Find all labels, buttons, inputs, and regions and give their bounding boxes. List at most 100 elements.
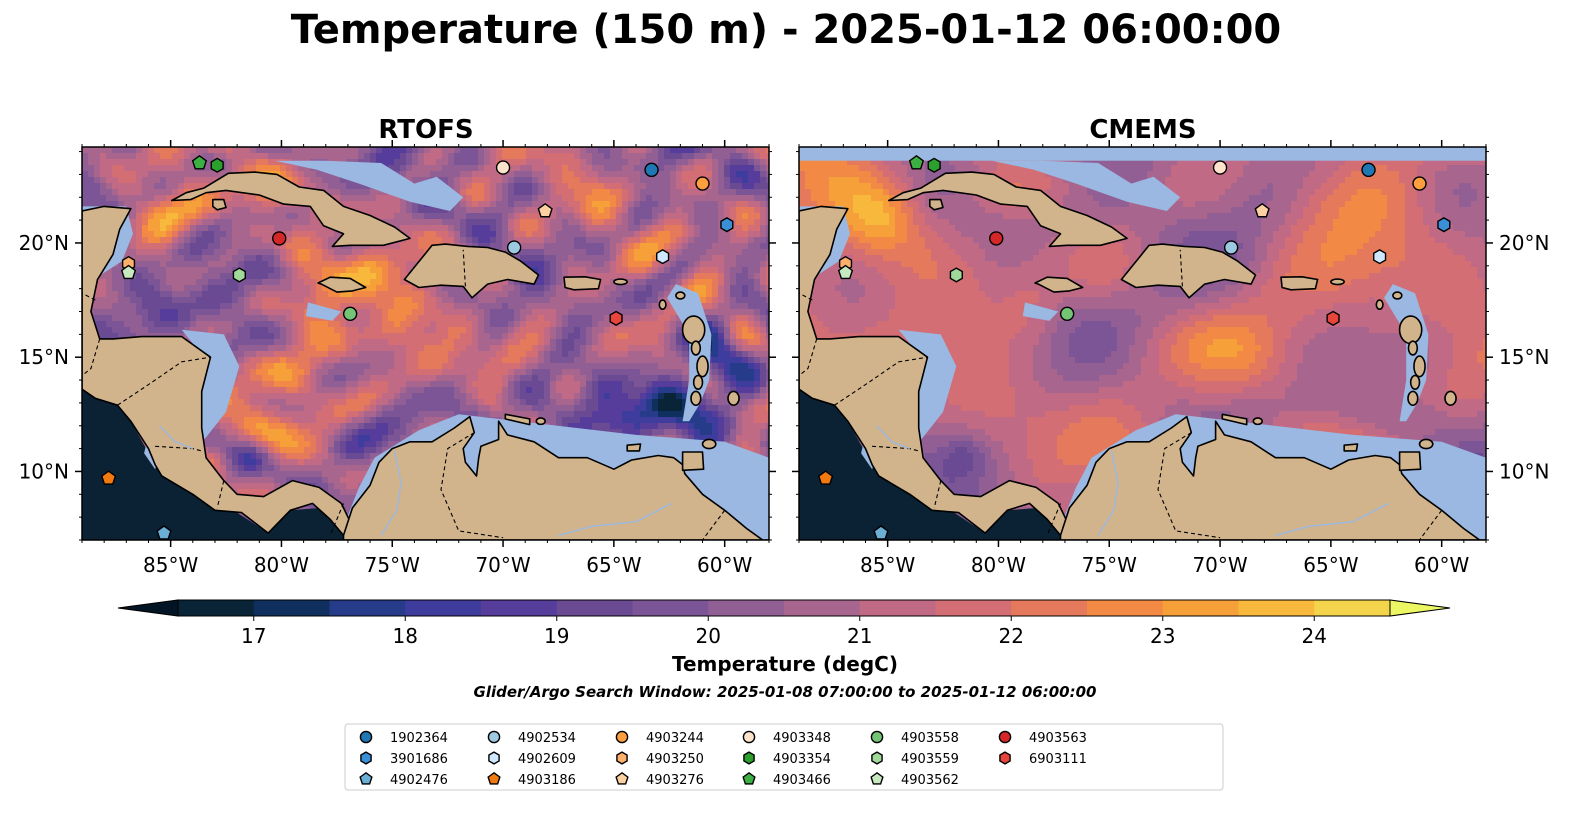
colorbar-over-arrow [1389, 599, 1451, 617]
legend-item: 4903244 [615, 730, 704, 746]
colorbar-label: Temperature (degC) [672, 652, 898, 676]
colorbar-tick-label: 21 [847, 624, 872, 648]
lon-tick-label: 85°W [860, 553, 915, 577]
legend-label: 4903559 [901, 752, 959, 767]
legend-label: 3901686 [390, 752, 448, 767]
legend-label: 4902609 [518, 752, 576, 767]
legend-marker-4903244 [615, 730, 629, 744]
float-marker-4903563 [272, 231, 287, 246]
axis-ticks-rtofs [75, 140, 776, 547]
float-marker-4903562 [837, 264, 854, 280]
colorbar-segment [405, 600, 482, 616]
colorbar-segment [708, 600, 785, 616]
map-panel-rtofs: 85°W 80°W 75°W 70°W 65°W 60°W 10°N 15°N 20°N [19, 140, 776, 577]
legend-marker-4903558 [870, 730, 884, 744]
legend-item: 4903559 [871, 751, 959, 767]
legend: 1902364 3901686 4902476 4902534 4902609 49031… [344, 723, 1224, 791]
float-marker-4903466 [191, 154, 208, 170]
colorbar-segment [1011, 600, 1088, 616]
legend-marker-3901686 [360, 751, 372, 765]
legend-item: 3901686 [360, 751, 448, 767]
colorbar-segment [632, 600, 709, 616]
legend-label: 4903250 [646, 752, 704, 767]
map-panel-cmems: 85°W 80°W 75°W 70°W 65°W 60°W 10°N 15°N 20°N [792, 140, 1549, 577]
rivers [159, 425, 672, 537]
colorbar-segment [1238, 600, 1315, 616]
legend-label: 4903466 [773, 773, 831, 788]
colorbar-tick-label: 24 [1302, 624, 1327, 648]
float-marker-4903244 [695, 176, 710, 191]
float-marker-4903276 [1254, 202, 1270, 218]
float-marker-4903558 [342, 306, 358, 321]
legend-label: 4903562 [901, 773, 959, 788]
float-marker-4903348 [495, 160, 511, 175]
legend-label: 4902476 [390, 773, 448, 788]
colorbar-segment [178, 600, 255, 616]
colorbar-tick-label: 20 [696, 624, 721, 648]
legend-item: 4903250 [616, 751, 704, 767]
float-marker-4902609 [1373, 249, 1387, 265]
float-marker-3901686 [720, 217, 734, 233]
axis-ticks-cmems [792, 140, 1493, 547]
figure-title: Temperature (150 m) - 2025-01-12 06:00:0… [291, 7, 1282, 53]
legend-item: 4903466 [742, 771, 831, 788]
float-marker-4903186 [100, 470, 117, 485]
search-window-caption: Glider/Argo Search Window: 2025-01-08 07… [474, 683, 1097, 701]
temperature-field-cmems [799, 147, 1486, 540]
float-marker-4903348 [1212, 160, 1228, 175]
colorbar-segment [1162, 600, 1240, 616]
legend-marker-4903354 [743, 751, 755, 765]
lon-tick-label: 65°W [1303, 553, 1358, 577]
lat-tick-label: 10°N [19, 459, 69, 483]
float-marker-4903354 [210, 157, 224, 173]
legend-item: 4903276 [615, 771, 704, 788]
lat-tick-label: 15°N [1499, 345, 1549, 369]
legend-label: 4903244 [646, 731, 704, 746]
panel-frame [81, 146, 770, 541]
legend-marker-4903562 [870, 771, 884, 785]
legend-item: 4902476 [359, 771, 448, 788]
float-marker-4903354 [927, 157, 941, 173]
lon-tick-label: 60°W [1414, 553, 1469, 577]
float-marker-4902476 [873, 525, 889, 540]
lon-tick-label: 80°W [971, 553, 1026, 577]
legend-item: 1902364 [359, 730, 448, 746]
lat-tick-label: 20°N [19, 231, 69, 255]
lat-tick-label: 15°N [19, 345, 69, 369]
legend-label: 4903186 [518, 773, 576, 788]
float-marker-4902609 [656, 249, 670, 265]
legend-item: 4903348 [742, 730, 831, 746]
float-marker-4902534 [506, 240, 522, 255]
lon-tick-label: 60°W [697, 553, 752, 577]
float-marker-1902364 [1361, 162, 1376, 178]
legend-marker-1902364 [359, 730, 373, 744]
legend-item: 4903354 [743, 751, 831, 767]
colorbar-segment [935, 600, 1012, 616]
legend-label: 4903563 [1029, 731, 1087, 746]
colorbar-segment [859, 600, 937, 616]
float-marker-3901686 [1437, 217, 1451, 233]
panel-title-rtofs: RTOFS [378, 115, 473, 145]
colorbar-segment [784, 600, 861, 616]
float-marker-1902364 [644, 162, 659, 178]
legend-item: 4903563 [998, 730, 1087, 746]
legend-item: 6903111 [999, 751, 1087, 767]
float-marker-4903466 [908, 154, 925, 170]
legend-marker-4903186 [487, 771, 501, 785]
lon-tick-label: 85°W [143, 553, 198, 577]
lat-tick-label: 10°N [1499, 459, 1549, 483]
float-markers-cmems [817, 154, 1451, 540]
float-marker-4903244 [1412, 176, 1427, 191]
colorbar-segment [1314, 600, 1391, 616]
float-marker-4902534 [1223, 240, 1239, 255]
legend-label: 4903354 [773, 752, 831, 767]
legend-item: 4903562 [870, 771, 959, 788]
legend-label: 4903348 [773, 731, 831, 746]
panel-title-cmems: CMEMS [1089, 115, 1196, 145]
float-marker-6903111 [1326, 310, 1340, 326]
legend-marker-6903111 [999, 751, 1011, 765]
legend-marker-4903563 [998, 730, 1012, 744]
float-markers-rtofs [100, 154, 734, 540]
float-marker-4903558 [1059, 306, 1075, 321]
rivers [876, 425, 1389, 537]
